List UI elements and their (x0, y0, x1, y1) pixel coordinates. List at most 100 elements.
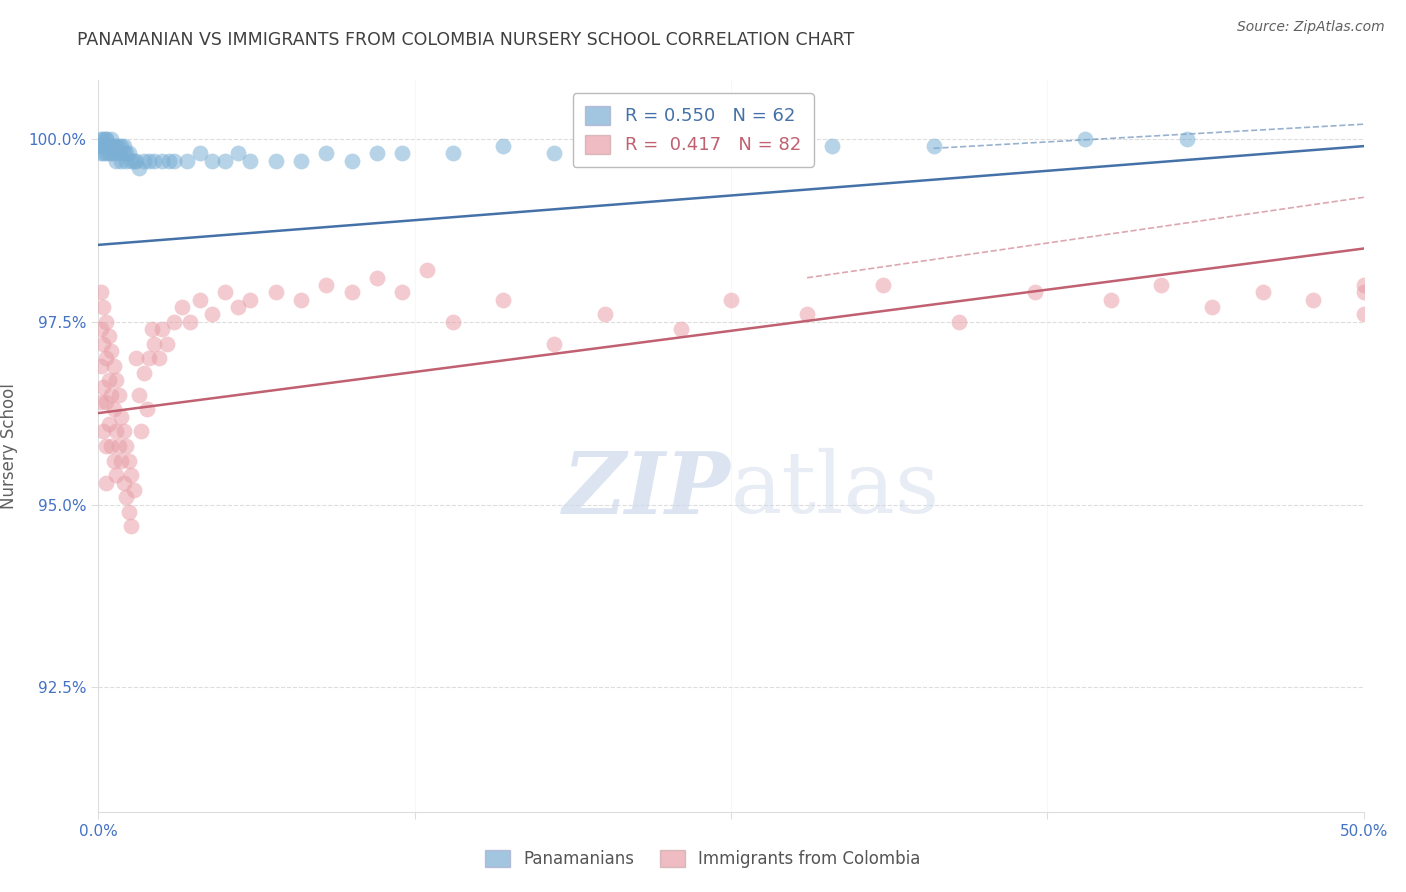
Point (100, 388, 122, 402)
Point (157, 153, 180, 168)
Legend: R = 0.550   N = 62, R =  0.417   N = 82: R = 0.550 N = 62, R = 0.417 N = 82 (572, 93, 814, 167)
Point (340, 285, 363, 300)
Point (239, 293, 262, 307)
Point (122, 153, 145, 168)
Point (669, 139, 692, 153)
Point (163, 315, 186, 329)
Point (94, 139, 117, 153)
Point (93, 146, 115, 161)
Point (97, 417, 120, 431)
Point (138, 153, 160, 168)
Point (821, 139, 844, 153)
Point (366, 146, 388, 161)
Point (107, 146, 129, 161)
Point (1353, 307, 1375, 321)
Point (492, 293, 515, 307)
Point (264, 153, 287, 168)
Point (103, 402, 125, 417)
Y-axis label: Nursery School: Nursery School (0, 383, 17, 509)
Point (100, 139, 122, 153)
Point (110, 153, 132, 168)
Point (112, 139, 135, 153)
Point (90, 359, 112, 373)
Point (94, 132, 117, 146)
Point (100, 439, 122, 453)
Point (1302, 293, 1324, 307)
Point (143, 153, 166, 168)
Point (90, 139, 112, 153)
Point (112, 475, 135, 490)
Point (115, 439, 138, 453)
Point (391, 285, 413, 300)
Point (1074, 132, 1097, 146)
Point (593, 139, 616, 153)
Point (188, 146, 211, 161)
Point (148, 351, 170, 366)
Point (669, 322, 692, 336)
Point (105, 139, 128, 153)
Point (315, 146, 337, 161)
Point (340, 153, 363, 168)
Point (94, 395, 117, 409)
Point (156, 336, 179, 351)
Point (90, 322, 112, 336)
Point (132, 153, 155, 168)
Point (105, 425, 128, 439)
Text: PANAMANIAN VS IMMIGRANTS FROM COLOMBIA NURSERY SCHOOL CORRELATION CHART: PANAMANIAN VS IMMIGRANTS FROM COLOMBIA N… (77, 31, 855, 49)
Point (115, 490, 138, 504)
Point (745, 139, 768, 153)
Point (290, 293, 312, 307)
Point (90, 132, 112, 146)
Point (94, 315, 117, 329)
Point (93, 336, 115, 351)
Point (226, 300, 249, 314)
Point (93, 425, 115, 439)
Point (441, 315, 464, 329)
Point (239, 153, 262, 168)
Point (416, 263, 439, 277)
Point (138, 351, 160, 366)
Point (107, 388, 129, 402)
Point (543, 146, 565, 161)
Point (103, 139, 125, 153)
Point (94, 351, 117, 366)
Point (131, 425, 153, 439)
Point (118, 505, 141, 519)
Point (94, 139, 117, 153)
Point (107, 439, 129, 453)
Point (118, 146, 141, 161)
Point (103, 453, 125, 467)
Point (93, 300, 115, 314)
Point (105, 153, 128, 168)
Point (97, 373, 120, 387)
Point (120, 153, 142, 168)
Point (179, 315, 201, 329)
Point (93, 380, 115, 394)
Point (1201, 300, 1223, 314)
Point (150, 153, 173, 168)
Point (492, 139, 515, 153)
Point (796, 307, 818, 321)
Point (135, 402, 157, 417)
Point (1024, 285, 1046, 300)
Point (132, 366, 155, 380)
Point (188, 293, 211, 307)
Point (90, 395, 112, 409)
Point (105, 373, 128, 387)
Point (112, 425, 135, 439)
Point (125, 153, 148, 168)
Point (720, 293, 742, 307)
Point (1099, 293, 1122, 307)
Point (163, 153, 186, 168)
Point (170, 300, 193, 314)
Point (110, 409, 132, 424)
Point (122, 483, 145, 497)
Point (110, 139, 132, 153)
Point (115, 146, 138, 161)
Point (94, 132, 117, 146)
Legend: Panamanians, Immigrants from Colombia: Panamanians, Immigrants from Colombia (479, 843, 927, 875)
Point (176, 153, 198, 168)
Point (264, 285, 287, 300)
Point (315, 278, 337, 293)
Point (94, 439, 117, 453)
